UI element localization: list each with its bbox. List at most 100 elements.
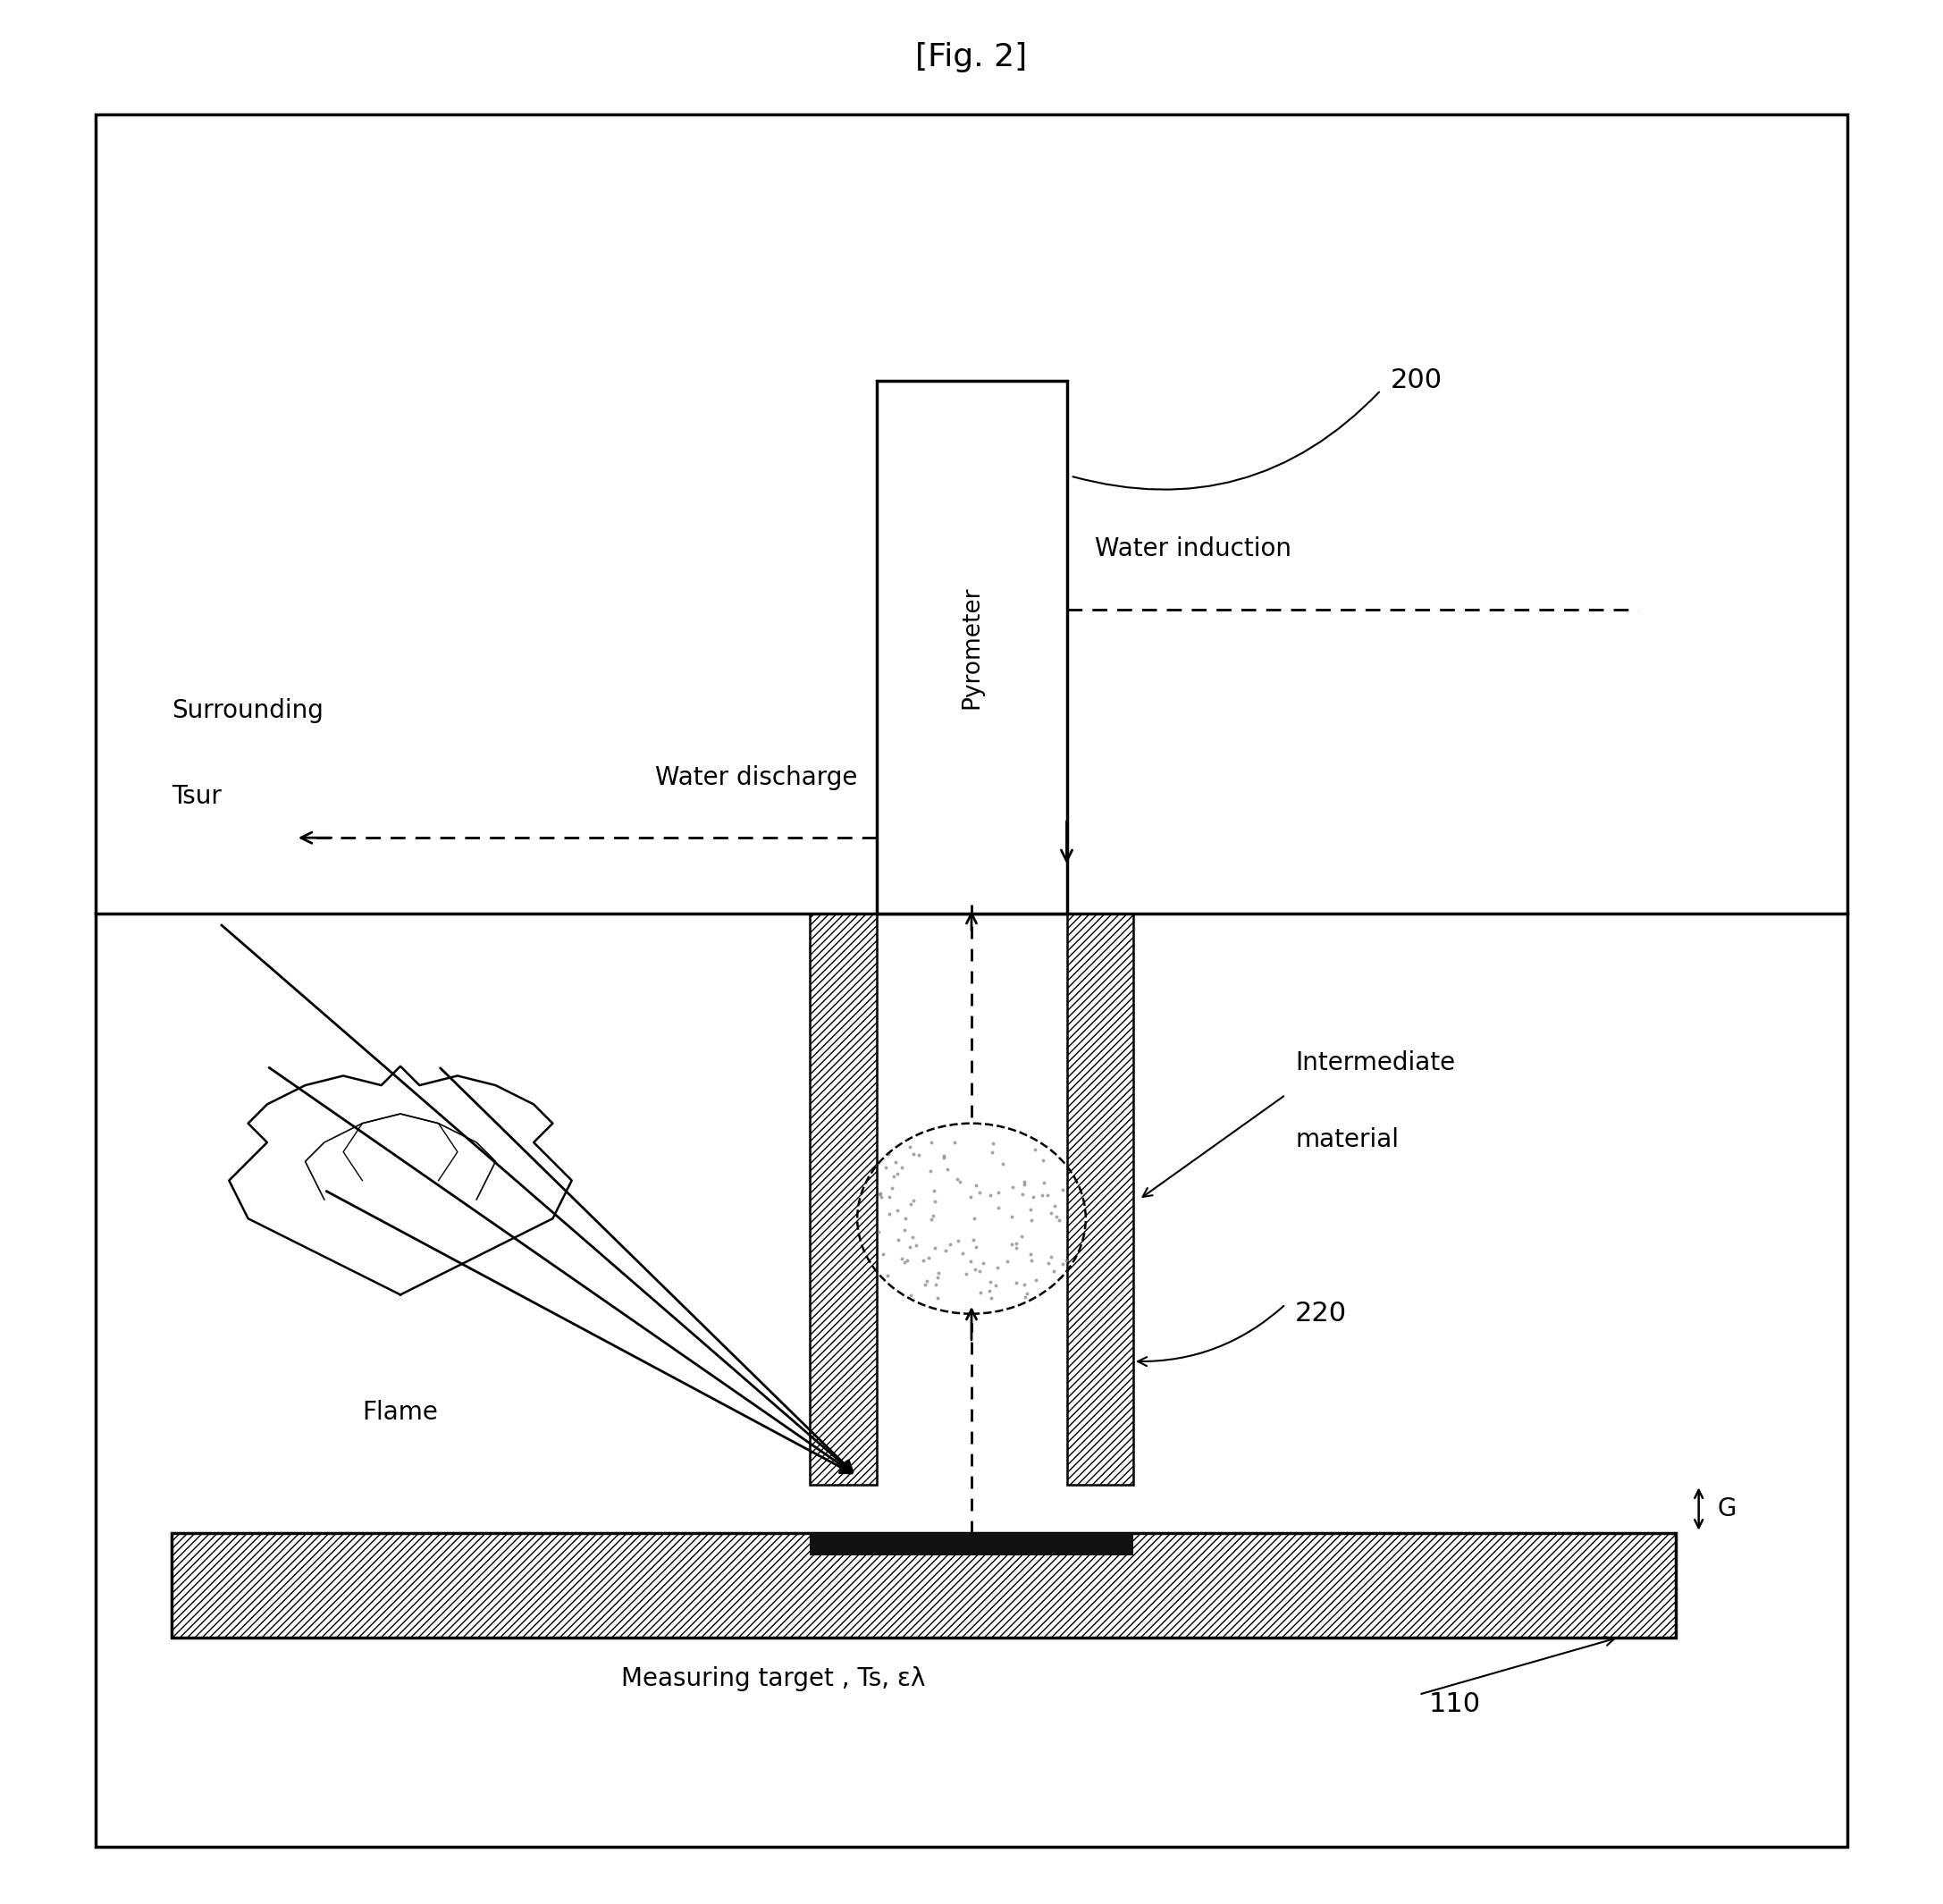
Point xyxy=(956,1182,987,1213)
Point xyxy=(1028,1167,1059,1198)
Point xyxy=(896,1279,927,1310)
Bar xyxy=(1067,914,1133,1485)
Point xyxy=(983,1192,1014,1222)
Point xyxy=(865,1179,896,1209)
Text: Surrounding: Surrounding xyxy=(173,699,324,724)
Point xyxy=(896,1188,927,1219)
Point xyxy=(923,1259,954,1289)
Point xyxy=(1020,1135,1051,1165)
Point xyxy=(907,1245,938,1276)
Point xyxy=(997,1230,1028,1260)
Point xyxy=(975,1283,1006,1314)
Point xyxy=(1026,1180,1057,1211)
Point xyxy=(958,1203,989,1234)
Point xyxy=(981,1253,1012,1283)
Point xyxy=(1047,1249,1078,1279)
Point xyxy=(1010,1278,1041,1308)
Point xyxy=(1006,1220,1038,1251)
Point xyxy=(894,1131,925,1161)
Point xyxy=(892,1245,923,1276)
Point xyxy=(977,1137,1008,1167)
Point xyxy=(898,1222,929,1253)
Point xyxy=(1043,1205,1074,1236)
Point xyxy=(1032,1180,1063,1211)
Point xyxy=(917,1175,948,1205)
Point xyxy=(923,1283,954,1314)
Point xyxy=(975,1266,1006,1297)
Point xyxy=(1008,1281,1040,1312)
Point xyxy=(960,1255,991,1285)
Point xyxy=(950,1259,981,1289)
Point xyxy=(917,1200,948,1230)
Point xyxy=(942,1163,973,1194)
Point xyxy=(886,1243,917,1274)
Point xyxy=(1020,1264,1051,1295)
Point xyxy=(878,1161,909,1192)
Point xyxy=(1041,1201,1073,1232)
Point xyxy=(958,1224,989,1255)
Text: G: G xyxy=(1718,1497,1737,1521)
Point xyxy=(919,1186,950,1217)
Point xyxy=(1014,1240,1045,1270)
Point xyxy=(1028,1144,1059,1175)
Point xyxy=(865,1182,896,1213)
Point xyxy=(1016,1205,1047,1236)
Point xyxy=(1018,1182,1049,1213)
Point xyxy=(973,1276,1005,1306)
Point xyxy=(1008,1270,1040,1300)
Point xyxy=(977,1129,1008,1160)
Text: Water induction: Water induction xyxy=(1096,537,1292,562)
Point xyxy=(948,1238,979,1268)
Point xyxy=(876,1173,907,1203)
Text: 110: 110 xyxy=(1428,1691,1481,1717)
Text: Intermediate: Intermediate xyxy=(1296,1051,1455,1076)
Point xyxy=(1047,1175,1078,1205)
Point xyxy=(968,1247,999,1278)
Point xyxy=(929,1140,960,1171)
Point xyxy=(865,1179,896,1209)
Point xyxy=(1014,1194,1045,1224)
Point xyxy=(931,1154,962,1184)
Point xyxy=(882,1224,913,1255)
Point xyxy=(894,1232,925,1262)
Point xyxy=(872,1198,903,1228)
Point xyxy=(1036,1241,1067,1272)
Point xyxy=(919,1270,950,1300)
Point xyxy=(911,1266,942,1297)
FancyArrowPatch shape xyxy=(1139,1306,1284,1365)
Point xyxy=(944,1167,975,1198)
Text: Measuring target , Ts, ελ: Measuring target , Ts, ελ xyxy=(622,1666,925,1691)
Point xyxy=(987,1148,1018,1179)
Point xyxy=(890,1247,921,1278)
Point xyxy=(923,1262,954,1293)
Point xyxy=(890,1203,921,1234)
Point xyxy=(997,1201,1028,1232)
Point xyxy=(872,1139,903,1169)
Point xyxy=(966,1278,997,1308)
Point xyxy=(1001,1228,1032,1259)
Bar xyxy=(810,914,876,1485)
Point xyxy=(915,1156,946,1186)
Point xyxy=(913,1243,944,1274)
Point xyxy=(886,1152,917,1182)
Point xyxy=(880,1146,911,1177)
Point xyxy=(898,1186,929,1217)
Point xyxy=(1040,1190,1071,1220)
Point xyxy=(872,1260,903,1291)
Point xyxy=(1032,1247,1063,1278)
Point xyxy=(869,1240,900,1270)
Bar xyxy=(173,1533,1677,1637)
Point xyxy=(1001,1268,1032,1299)
Text: [Fig. 2]: [Fig. 2] xyxy=(915,42,1028,72)
Point xyxy=(909,1270,940,1300)
Point xyxy=(1008,1167,1040,1198)
Point xyxy=(890,1215,921,1245)
Point xyxy=(1038,1257,1069,1287)
Point xyxy=(874,1182,905,1213)
Point xyxy=(1016,1245,1047,1276)
Point xyxy=(1001,1232,1032,1262)
Point xyxy=(919,1232,950,1262)
Text: Water discharge: Water discharge xyxy=(655,765,857,790)
Point xyxy=(997,1173,1028,1203)
Point xyxy=(931,1236,962,1266)
